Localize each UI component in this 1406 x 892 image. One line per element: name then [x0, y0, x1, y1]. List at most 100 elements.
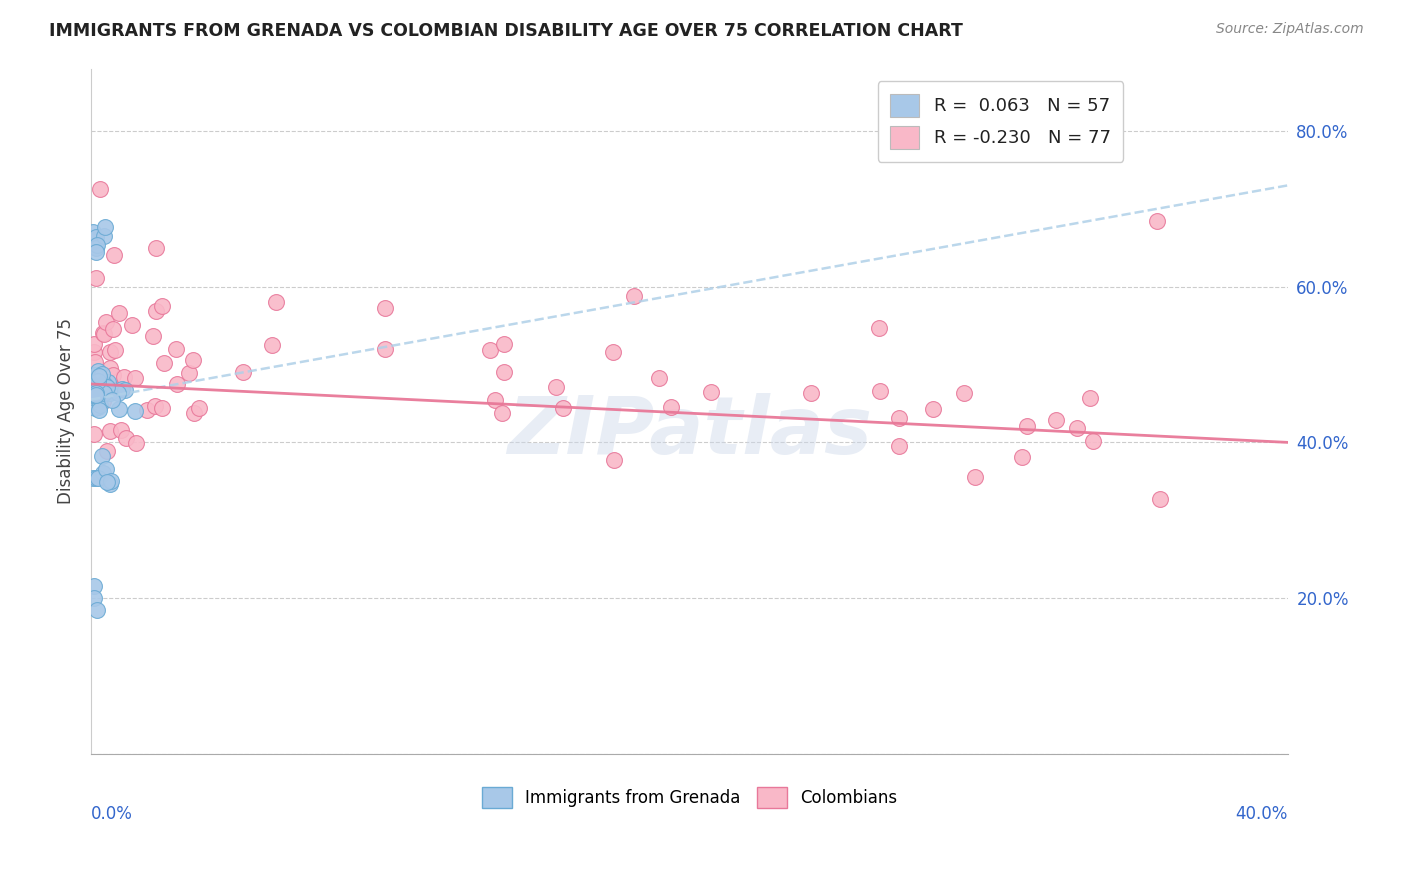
Point: [96, 475, 118, 489]
Point: [107, 401, 129, 416]
Point: [93, 229, 115, 244]
Point: [82, 470, 104, 484]
Point: [111, 382, 134, 396]
Point: [83, 392, 105, 406]
Point: [1017, 418, 1039, 433]
Point: [181, 352, 204, 367]
Point: [150, 299, 173, 313]
Point: [94, 462, 117, 476]
Point: [1078, 391, 1101, 405]
Point: [921, 402, 943, 417]
Point: [150, 401, 173, 415]
Point: [143, 400, 166, 414]
Point: [183, 406, 205, 420]
Point: [86, 471, 108, 485]
Point: [91, 394, 114, 409]
Y-axis label: Disability Age Over 75: Disability Age Over 75: [58, 318, 75, 504]
Point: [484, 392, 506, 407]
Point: [374, 301, 396, 316]
Point: [94, 380, 117, 394]
Point: [104, 343, 127, 358]
Point: [374, 343, 396, 357]
Point: [83, 368, 105, 383]
Point: [83, 591, 105, 606]
Point: [84, 229, 107, 244]
Point: [166, 376, 188, 391]
Point: [93, 376, 115, 391]
Point: [177, 366, 200, 380]
Point: [1146, 214, 1168, 228]
Point: [114, 383, 136, 397]
Point: [97, 375, 120, 389]
Point: [94, 219, 117, 234]
Point: [108, 306, 131, 320]
Point: [82, 387, 104, 401]
Point: [82, 390, 104, 404]
Point: [83, 388, 105, 402]
Point: [83, 336, 105, 351]
Point: [623, 289, 645, 303]
Point: [82, 371, 104, 385]
Point: [153, 356, 176, 370]
Point: [89, 182, 111, 196]
Point: [115, 431, 138, 445]
Point: [232, 365, 254, 379]
Point: [84, 271, 107, 285]
Point: [492, 365, 515, 379]
Point: [187, 401, 209, 415]
Point: [98, 386, 121, 401]
Point: [87, 374, 110, 388]
Point: [262, 337, 284, 351]
Point: [479, 343, 502, 358]
Point: [87, 396, 110, 410]
Point: [98, 345, 121, 359]
Point: [83, 580, 105, 594]
Point: [89, 391, 111, 405]
Point: [98, 361, 121, 376]
Point: [800, 386, 823, 401]
Point: [84, 241, 107, 255]
Point: [83, 426, 105, 441]
Point: [82, 392, 104, 406]
Point: [83, 345, 105, 359]
Point: [125, 435, 148, 450]
Point: [491, 406, 513, 420]
Point: [494, 337, 516, 351]
Point: [86, 379, 108, 393]
Text: IMMIGRANTS FROM GRENADA VS COLOMBIAN DISABILITY AGE OVER 75 CORRELATION CHART: IMMIGRANTS FROM GRENADA VS COLOMBIAN DIS…: [49, 22, 963, 40]
Text: Source: ZipAtlas.com: Source: ZipAtlas.com: [1216, 22, 1364, 37]
Point: [1066, 421, 1088, 435]
Point: [86, 385, 108, 400]
Legend: R =  0.063   N = 57, R = -0.230   N = 77: R = 0.063 N = 57, R = -0.230 N = 77: [877, 81, 1123, 161]
Point: [89, 398, 111, 412]
Point: [110, 423, 132, 437]
Point: [868, 321, 890, 335]
Point: [89, 383, 111, 397]
Point: [96, 444, 118, 458]
Point: [87, 364, 110, 378]
Point: [86, 238, 108, 252]
Point: [145, 303, 167, 318]
Point: [87, 401, 110, 415]
Point: [91, 326, 114, 340]
Point: [1011, 450, 1033, 464]
Point: [953, 386, 976, 401]
Point: [82, 392, 104, 406]
Point: [101, 322, 124, 336]
Point: [1149, 491, 1171, 506]
Point: [93, 466, 115, 480]
Point: [101, 368, 124, 383]
Point: [94, 315, 117, 329]
Point: [887, 410, 910, 425]
Point: [87, 368, 110, 383]
Point: [603, 453, 626, 467]
Point: [869, 384, 891, 398]
Point: [83, 381, 105, 395]
Point: [93, 385, 115, 400]
Point: [602, 345, 624, 359]
Point: [83, 233, 105, 247]
Point: [86, 245, 108, 260]
Point: [145, 240, 167, 254]
Point: [551, 401, 574, 416]
Point: [98, 476, 121, 491]
